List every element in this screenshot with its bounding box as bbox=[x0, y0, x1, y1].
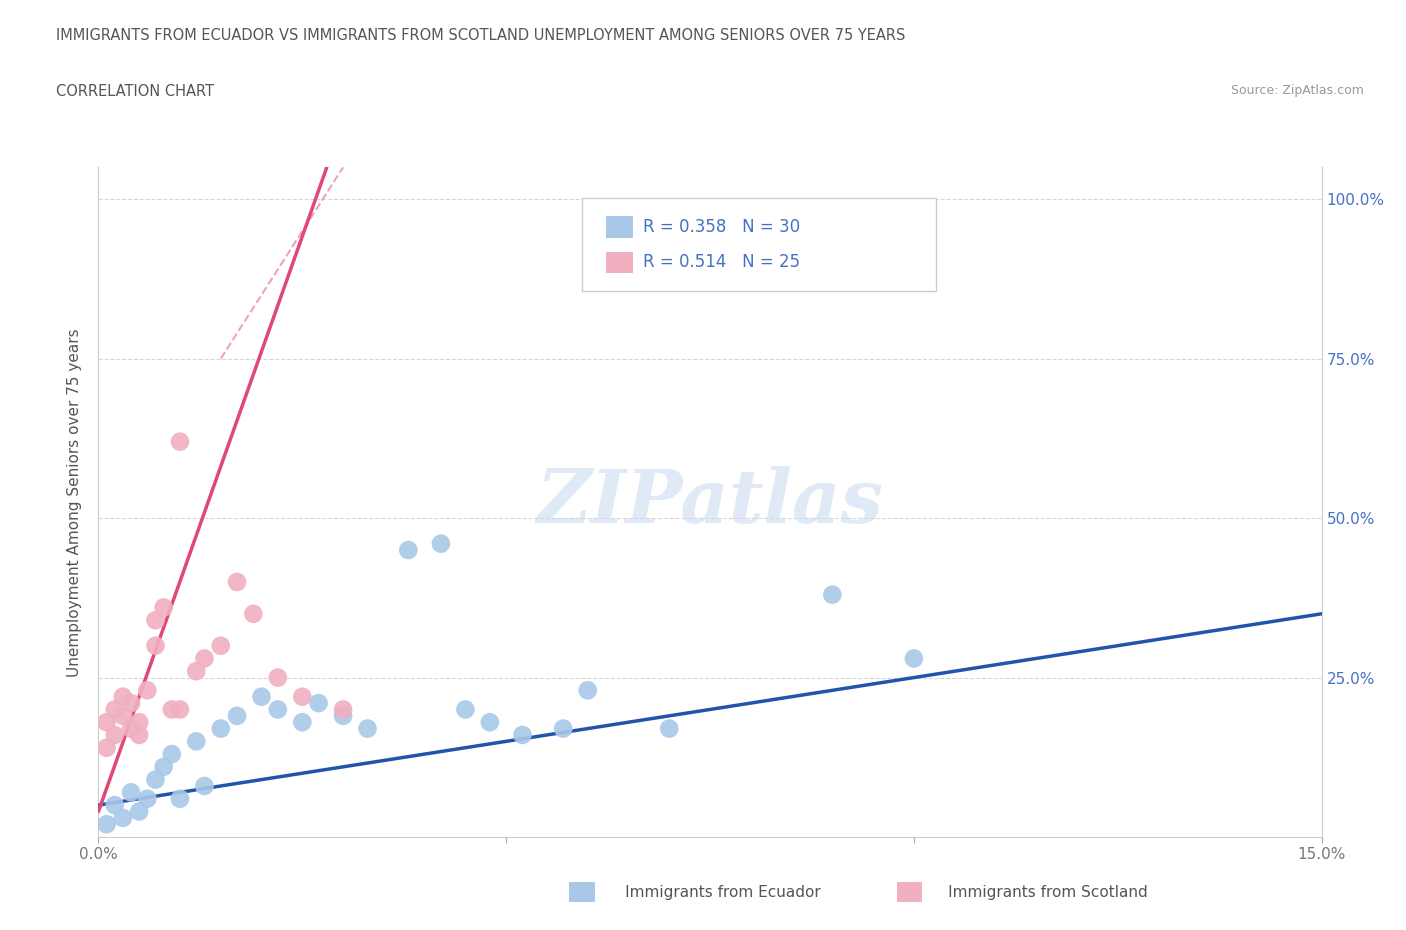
Text: Source: ZipAtlas.com: Source: ZipAtlas.com bbox=[1230, 84, 1364, 97]
Point bbox=[128, 804, 150, 819]
Point bbox=[291, 715, 314, 730]
Point bbox=[332, 709, 354, 724]
Point bbox=[128, 727, 150, 742]
Point bbox=[136, 791, 159, 806]
Point bbox=[430, 537, 453, 551]
Point bbox=[104, 702, 127, 717]
Point bbox=[160, 702, 183, 717]
Point bbox=[169, 434, 191, 449]
Point bbox=[96, 715, 118, 730]
Point bbox=[186, 734, 208, 749]
Point bbox=[291, 689, 314, 704]
Point bbox=[136, 683, 159, 698]
Point bbox=[478, 715, 501, 730]
Text: Immigrants from Scotland: Immigrants from Scotland bbox=[914, 885, 1147, 900]
Point bbox=[145, 772, 167, 787]
Point bbox=[226, 709, 249, 724]
Point bbox=[152, 600, 174, 615]
Point bbox=[160, 747, 183, 762]
Point bbox=[356, 721, 378, 736]
Point bbox=[454, 702, 477, 717]
Point bbox=[821, 587, 844, 602]
Point bbox=[308, 696, 330, 711]
Bar bbox=[606, 252, 633, 273]
Text: R = 0.358   N = 30: R = 0.358 N = 30 bbox=[643, 218, 800, 236]
Point bbox=[193, 651, 215, 666]
Point bbox=[267, 671, 290, 685]
Point bbox=[145, 638, 167, 653]
Point bbox=[658, 721, 681, 736]
Point bbox=[96, 817, 118, 831]
Point bbox=[267, 702, 290, 717]
Point bbox=[193, 778, 215, 793]
Point bbox=[111, 709, 134, 724]
Y-axis label: Unemployment Among Seniors over 75 years: Unemployment Among Seniors over 75 years bbox=[67, 328, 83, 676]
Point bbox=[576, 683, 599, 698]
Text: R = 0.514   N = 25: R = 0.514 N = 25 bbox=[643, 254, 800, 272]
Point bbox=[111, 689, 134, 704]
Text: ZIPatlas: ZIPatlas bbox=[537, 466, 883, 538]
Point bbox=[332, 702, 354, 717]
Bar bbox=[606, 217, 633, 238]
Point bbox=[242, 606, 264, 621]
Point bbox=[186, 664, 208, 679]
Point bbox=[553, 721, 575, 736]
Point bbox=[120, 721, 142, 736]
Point bbox=[104, 727, 127, 742]
Point bbox=[209, 638, 232, 653]
Text: CORRELATION CHART: CORRELATION CHART bbox=[56, 84, 214, 99]
Point bbox=[903, 651, 925, 666]
Point bbox=[396, 542, 419, 557]
Text: IMMIGRANTS FROM ECUADOR VS IMMIGRANTS FROM SCOTLAND UNEMPLOYMENT AMONG SENIORS O: IMMIGRANTS FROM ECUADOR VS IMMIGRANTS FR… bbox=[56, 28, 905, 43]
Point bbox=[250, 689, 273, 704]
Point bbox=[209, 721, 232, 736]
FancyBboxPatch shape bbox=[582, 197, 936, 291]
Point bbox=[120, 785, 142, 800]
Point bbox=[128, 715, 150, 730]
Point bbox=[512, 727, 534, 742]
Text: Immigrants from Ecuador: Immigrants from Ecuador bbox=[591, 885, 820, 900]
Point bbox=[111, 810, 134, 825]
Point bbox=[226, 575, 249, 590]
Point bbox=[96, 740, 118, 755]
Point bbox=[169, 791, 191, 806]
Point bbox=[104, 798, 127, 813]
Point bbox=[152, 760, 174, 775]
Point bbox=[145, 613, 167, 628]
Point bbox=[169, 702, 191, 717]
Point bbox=[120, 696, 142, 711]
